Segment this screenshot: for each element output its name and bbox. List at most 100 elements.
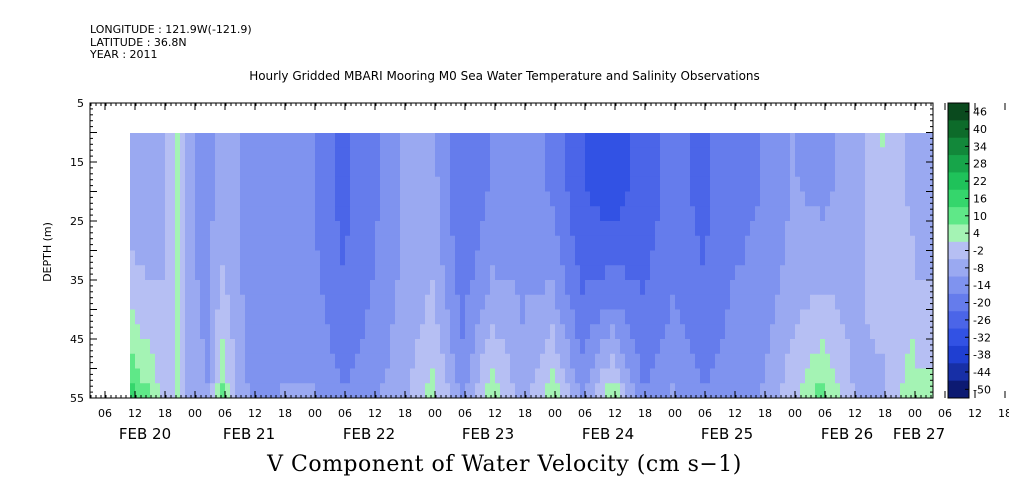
heatmap-cell bbox=[140, 353, 146, 370]
heatmap-cell bbox=[320, 235, 326, 252]
heatmap-cell bbox=[780, 133, 786, 148]
heatmap-cell bbox=[240, 250, 246, 266]
heatmap-cell bbox=[330, 294, 336, 311]
heatmap-cell bbox=[135, 147, 141, 163]
heatmap-cell bbox=[890, 353, 896, 370]
heatmap-cell bbox=[365, 191, 371, 207]
colorbar-swatch bbox=[948, 259, 969, 278]
heatmap-cell bbox=[650, 176, 656, 193]
heatmap-cell bbox=[180, 221, 186, 237]
heatmap-cell bbox=[875, 176, 881, 193]
heatmap-cell bbox=[350, 368, 356, 384]
heatmap-cell bbox=[395, 133, 401, 148]
heatmap-cell bbox=[665, 133, 671, 148]
heatmap-cell bbox=[200, 221, 206, 237]
heatmap-cell bbox=[720, 133, 726, 148]
heatmap-cell bbox=[180, 176, 186, 193]
heatmap-cell bbox=[560, 353, 566, 370]
heatmap-cell bbox=[600, 383, 606, 398]
heatmap-cell bbox=[775, 133, 781, 148]
heatmap-cell bbox=[405, 339, 411, 355]
heatmap-cell bbox=[670, 221, 676, 237]
heatmap-cell bbox=[860, 176, 866, 193]
heatmap-cell bbox=[725, 162, 731, 178]
heatmap-cell bbox=[600, 191, 606, 207]
heatmap-cell bbox=[805, 309, 811, 325]
heatmap-cell bbox=[155, 133, 161, 148]
heatmap-cell bbox=[790, 309, 796, 325]
heatmap-cell bbox=[895, 339, 901, 355]
heatmap-cell bbox=[525, 368, 531, 384]
heatmap-cell bbox=[480, 324, 486, 340]
heatmap-cell bbox=[640, 147, 646, 163]
heatmap-cell bbox=[375, 324, 381, 340]
heatmap-cell bbox=[695, 324, 701, 340]
heatmap-cell bbox=[195, 191, 201, 207]
heatmap-cell bbox=[270, 339, 276, 355]
heatmap-cell bbox=[385, 162, 391, 178]
heatmap-cell bbox=[720, 191, 726, 207]
heatmap-cell bbox=[770, 176, 776, 193]
heatmap-cell bbox=[520, 368, 526, 384]
heatmap-cell bbox=[920, 280, 926, 296]
heatmap-cell bbox=[660, 147, 666, 163]
heatmap-cell bbox=[310, 206, 316, 222]
heatmap-cell bbox=[850, 280, 856, 296]
heatmap-cell bbox=[495, 383, 501, 398]
heatmap-cell bbox=[135, 280, 141, 296]
heatmap-cell bbox=[840, 250, 846, 266]
colorbar-label: 40 bbox=[973, 123, 987, 136]
heatmap-cell bbox=[325, 250, 331, 266]
heatmap-cell bbox=[590, 265, 596, 281]
heatmap-cell bbox=[410, 191, 416, 207]
heatmap-cell bbox=[905, 324, 911, 340]
heatmap-cell bbox=[800, 324, 806, 340]
heatmap-cell bbox=[635, 309, 641, 325]
heatmap-cell bbox=[405, 235, 411, 252]
heatmap-cell bbox=[845, 368, 851, 384]
heatmap-cell bbox=[600, 309, 606, 325]
x-hour-label: 00 bbox=[428, 407, 442, 420]
heatmap-cell bbox=[285, 191, 291, 207]
heatmap-cell bbox=[710, 324, 716, 340]
heatmap-cell bbox=[585, 294, 591, 311]
heatmap-cell bbox=[755, 250, 761, 266]
heatmap-cell bbox=[375, 353, 381, 370]
heatmap-cell bbox=[175, 339, 181, 355]
heatmap-cell bbox=[615, 383, 621, 398]
heatmap-cell bbox=[860, 206, 866, 222]
heatmap-cell bbox=[575, 221, 581, 237]
heatmap-cell bbox=[705, 250, 711, 266]
heatmap-cell bbox=[220, 309, 226, 325]
heatmap-cell bbox=[800, 221, 806, 237]
heatmap-cell bbox=[805, 250, 811, 266]
heatmap-cell bbox=[870, 133, 876, 148]
heatmap-cell bbox=[240, 162, 246, 178]
heatmap-cell bbox=[690, 324, 696, 340]
heatmap-cell bbox=[450, 221, 456, 237]
heatmap-cell bbox=[520, 133, 526, 148]
x-hour-label: 12 bbox=[968, 407, 982, 420]
heatmap-cell bbox=[765, 339, 771, 355]
heatmap-cell bbox=[140, 133, 146, 148]
heatmap-cell bbox=[195, 147, 201, 163]
heatmap-cell bbox=[840, 235, 846, 252]
heatmap-cell bbox=[450, 353, 456, 370]
heatmap-cell bbox=[130, 147, 136, 163]
heatmap-cell bbox=[500, 191, 506, 207]
heatmap-cell bbox=[570, 250, 576, 266]
heatmap-cell bbox=[585, 383, 591, 398]
heatmap-cell bbox=[780, 309, 786, 325]
heatmap-cell bbox=[515, 221, 521, 237]
heatmap-cell bbox=[805, 176, 811, 193]
heatmap-cell bbox=[435, 265, 441, 281]
heatmap-cell bbox=[885, 191, 891, 207]
heatmap-cell bbox=[870, 280, 876, 296]
heatmap-cell bbox=[290, 280, 296, 296]
heatmap-cell bbox=[130, 206, 136, 222]
heatmap-cell bbox=[500, 206, 506, 222]
heatmap-cell bbox=[315, 368, 321, 384]
heatmap-cell bbox=[320, 133, 326, 148]
heatmap-cell bbox=[920, 339, 926, 355]
heatmap-cell bbox=[555, 353, 561, 370]
